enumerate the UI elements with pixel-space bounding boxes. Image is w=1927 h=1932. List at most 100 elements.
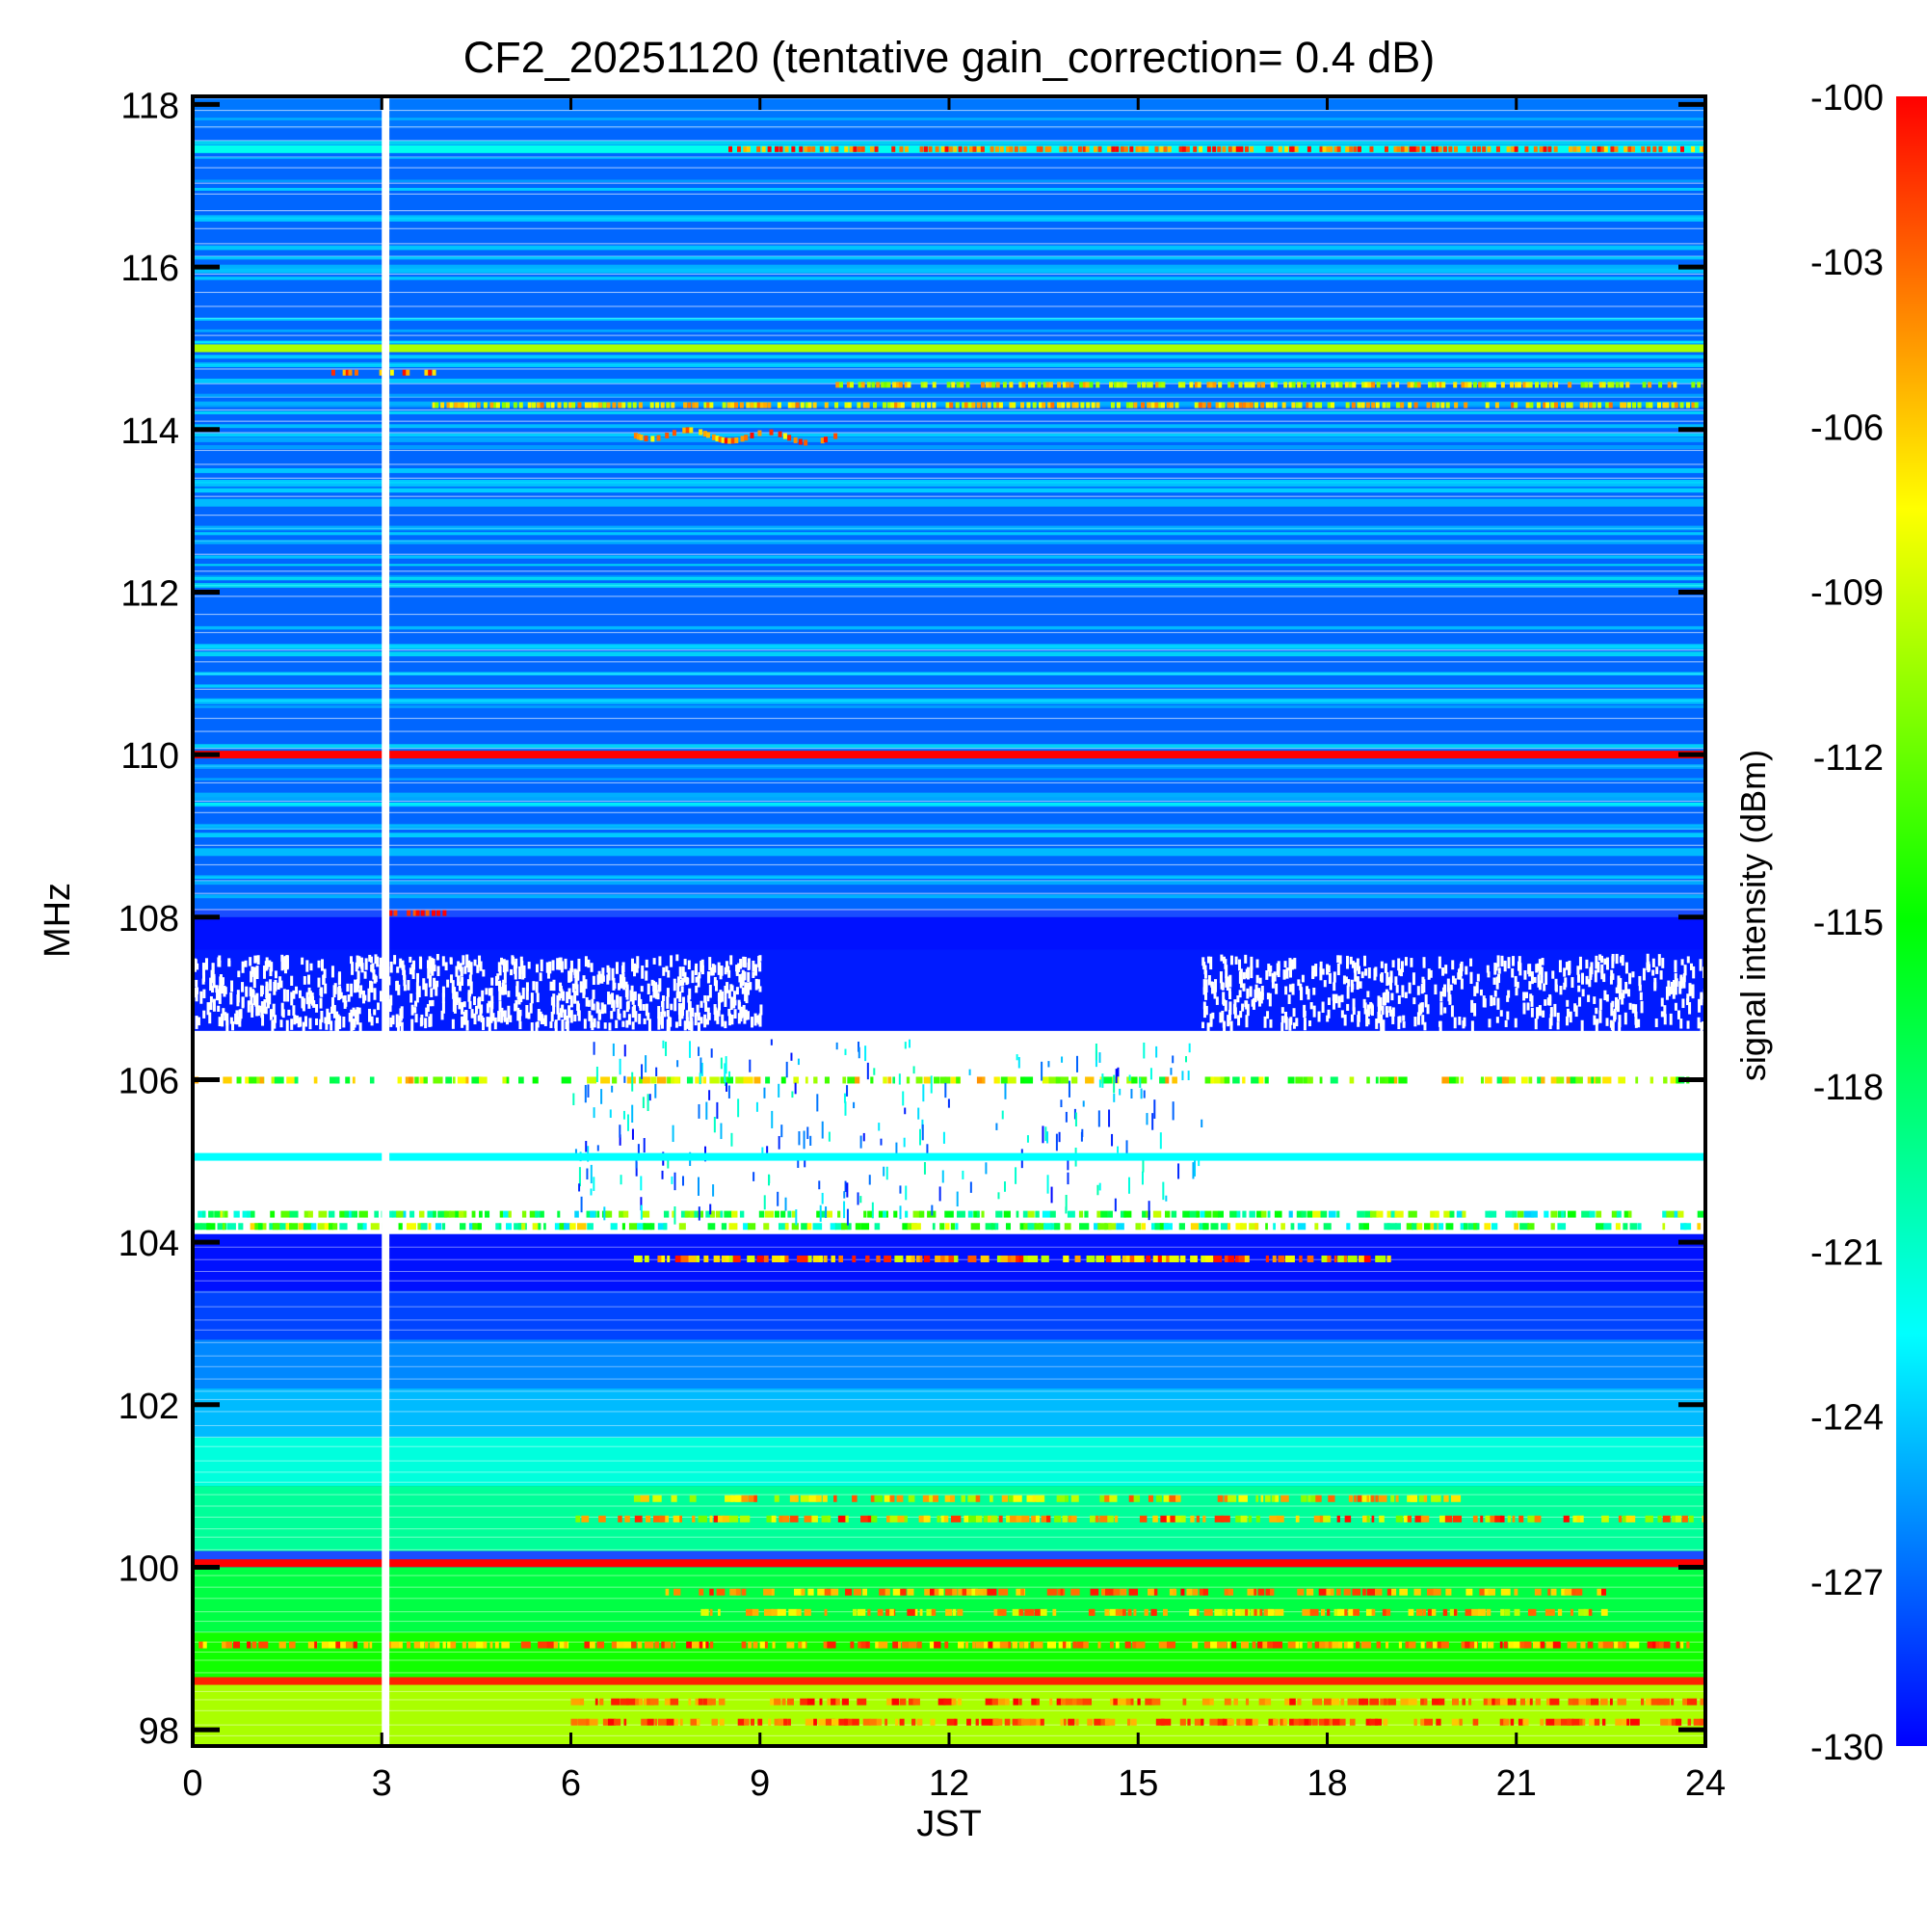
speckle-mark	[1104, 1223, 1112, 1231]
speckle-mark	[1459, 1718, 1463, 1726]
speckle-mark	[1026, 1495, 1035, 1502]
speckle-mark	[222, 1641, 228, 1649]
speckle-mark	[1512, 1515, 1516, 1522]
speckle-pixel	[1003, 1181, 1006, 1192]
signal-feature	[1206, 382, 1211, 388]
speckle-mark	[950, 1223, 956, 1231]
speckle-pixel	[1544, 971, 1548, 985]
noise-row	[193, 334, 1705, 336]
speckle-mark	[1328, 1210, 1336, 1218]
speckle-pixel	[535, 964, 539, 973]
speckle-mark	[813, 1076, 818, 1084]
speckle-pixel	[1444, 965, 1448, 974]
speckle-pixel	[675, 954, 679, 962]
speckle-mark	[538, 1223, 541, 1231]
speckle-mark	[1339, 1718, 1346, 1726]
speckle-pixel	[878, 1123, 881, 1131]
signal-feature	[449, 402, 454, 409]
signal-feature	[711, 434, 716, 440]
speckle-pixel	[1530, 995, 1534, 1007]
signal-feature	[597, 402, 602, 409]
speckle-mark	[1297, 1223, 1307, 1231]
speckle-mark	[1083, 1641, 1089, 1649]
speckle-mark	[1314, 1223, 1319, 1231]
speckle-mark	[1296, 1210, 1304, 1218]
speckle-mark	[860, 1223, 870, 1231]
colorbar: -100-103-106-109-112-115-118-121-124-127…	[1733, 78, 1927, 1768]
speckle-pixel	[374, 954, 378, 965]
speckle-pixel	[1266, 1011, 1270, 1019]
speckle-mark	[1384, 1223, 1390, 1231]
signal-feature	[1142, 382, 1147, 388]
speckle-mark	[1258, 1698, 1267, 1706]
speckle-pixel	[430, 988, 434, 997]
speckle-mark	[1496, 1076, 1506, 1084]
speckle-pixel	[1653, 982, 1657, 992]
speckle-pixel	[1574, 1005, 1578, 1018]
speckle-mark	[1570, 1076, 1578, 1084]
speckle-pixel	[1188, 1043, 1191, 1053]
speckle-mark	[1128, 1588, 1138, 1596]
speckle-mark	[1514, 1608, 1520, 1616]
speckle-pixel	[1004, 1083, 1007, 1099]
speckle-pixel	[424, 983, 428, 996]
speckle-mark	[825, 1718, 835, 1726]
speckle-pixel	[527, 1012, 531, 1019]
signal-feature	[1620, 402, 1624, 409]
speckle-pixel	[758, 986, 762, 992]
speckle-pixel	[396, 966, 400, 973]
speckle-mark	[1010, 1515, 1018, 1522]
signal-feature	[1543, 146, 1547, 152]
speckle-mark	[1070, 1588, 1080, 1596]
speckle-mark	[1040, 1495, 1043, 1502]
speckle-mark	[967, 1495, 977, 1502]
speckle-pixel	[403, 974, 407, 987]
speckle-pixel	[705, 1019, 709, 1025]
speckle-pixel	[1222, 998, 1226, 1006]
speckle-pixel	[1391, 1013, 1395, 1024]
signal-feature	[805, 402, 809, 409]
x-tick-label: 3	[372, 1763, 392, 1804]
speckle-mark	[772, 1641, 776, 1649]
speckle-mark	[919, 1255, 923, 1262]
speckle-mark	[1054, 1223, 1061, 1231]
speckle-pixel	[608, 1022, 612, 1031]
speckle-pixel	[1490, 994, 1493, 1007]
speckle-pixel	[215, 985, 219, 993]
speckle-pixel	[1453, 978, 1457, 985]
speckle-mark	[250, 1223, 258, 1231]
speckle-pixel	[835, 1042, 838, 1050]
colorbar-gradient	[1896, 96, 1927, 1746]
speckle-pixel	[1580, 972, 1584, 985]
noise-row	[193, 1460, 1705, 1462]
speckle-pixel	[230, 980, 234, 992]
speckle-mark	[902, 1641, 911, 1649]
speckle-mark	[329, 1641, 337, 1649]
speckle-pixel	[922, 1084, 925, 1102]
speckle-mark	[1449, 1076, 1458, 1084]
noise-row	[193, 570, 1705, 572]
signal-feature	[1641, 146, 1646, 152]
speckle-mark	[1336, 1515, 1340, 1522]
speckle-pixel	[699, 1072, 701, 1085]
signal-feature	[787, 435, 792, 441]
speckle-pixel	[450, 974, 454, 984]
speckle-mark	[259, 1076, 264, 1084]
speckle-pixel	[1275, 983, 1279, 994]
signal-feature	[1297, 382, 1302, 388]
speckle-pixel	[619, 1058, 621, 1075]
speckle-pixel	[1526, 1002, 1530, 1011]
speckle-pixel	[441, 956, 445, 966]
signal-feature	[876, 382, 881, 388]
speckle-mark	[1344, 1608, 1348, 1616]
speckle-mark	[923, 1076, 933, 1084]
noise-row	[193, 363, 1705, 368]
speckle-mark	[1115, 1641, 1120, 1649]
speckle-pixel	[1280, 1016, 1284, 1023]
signal-feature	[1066, 382, 1070, 388]
signal-feature	[862, 402, 867, 409]
speckle-pixel	[569, 995, 573, 1008]
signal-feature	[820, 437, 825, 444]
speckle-mark	[1070, 1495, 1079, 1502]
noise-row	[193, 1329, 1705, 1331]
